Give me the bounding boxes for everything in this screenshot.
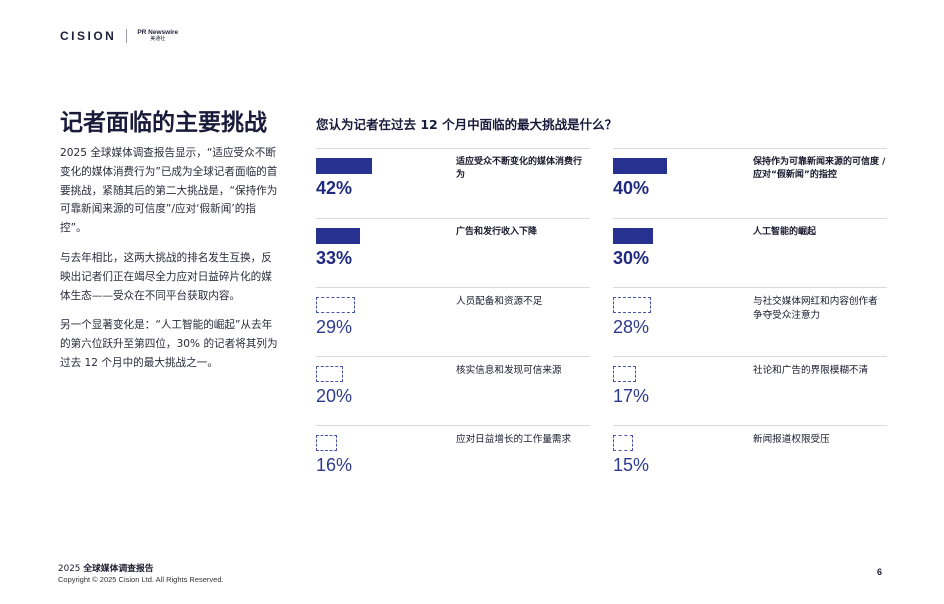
challenge-bar	[613, 366, 636, 382]
challenge-percent: 30%	[613, 248, 650, 268]
challenge-label: 保持作为可靠新闻来源的可信度 / 应对“假新闻”的指控	[753, 157, 886, 180]
challenge-percent: 33%	[316, 248, 353, 268]
challenge-bar	[316, 366, 343, 382]
page-number: 6	[876, 567, 882, 577]
challenge-item: 29% 人员配备和资源不足	[316, 287, 590, 357]
challenge-item: 40% 保持作为可靠新闻来源的可信度 / 应对“假新闻”的指控	[613, 148, 887, 218]
challenge-item: 28% 与社交媒体网红和内容创作者争夺受众注意力	[613, 287, 887, 357]
logo-divider	[126, 29, 128, 43]
challenge-item: 33% 广告和发行收入下降	[316, 218, 590, 288]
challenge-bar	[316, 297, 355, 313]
challenge-bar	[613, 435, 633, 451]
prnewswire-logo-en: PR Newswire	[137, 28, 179, 36]
challenge-percent: 42%	[316, 178, 353, 198]
page-title: 记者面临的主要挑战	[60, 110, 267, 136]
challenge-item: 30% 人工智能的崛起	[613, 218, 887, 288]
challenge-bar	[316, 228, 360, 244]
survey-question: 您认为记者在过去 12 个月中面临的最大挑战是什么？	[316, 117, 618, 132]
challenge-label: 与社交媒体网红和内容创作者争夺受众注意力	[753, 296, 878, 321]
challenge-label: 核实信息和发现可信来源	[456, 365, 562, 376]
challenge-bar	[613, 158, 667, 174]
challenge-label: 人工智能的崛起	[753, 227, 817, 237]
challenge-bar	[316, 435, 337, 451]
challenge-item: 42% 适应受众不断变化的媒体消费行为	[316, 148, 590, 218]
challenge-item: 16% 应对日益增长的工作量需求	[316, 425, 590, 495]
challenge-bar	[613, 228, 653, 244]
challenge-label: 应对日益增长的工作量需求	[456, 434, 572, 445]
challenge-percent: 40%	[613, 178, 650, 198]
intro-paragraph: 与去年相比，这两大挑战的排名发生互换，反映出记者们正在竭尽全力应对日益碎片化的媒…	[60, 251, 272, 302]
challenge-label: 新闻报道权限受压	[753, 434, 830, 445]
challenge-percent: 17%	[613, 386, 650, 406]
challenge-item: 17% 社论和广告的界限模糊不清	[613, 356, 887, 426]
challenge-label: 适应受众不断变化的媒体消费行为	[456, 157, 583, 180]
footer-report-title: 2025 全球媒体调查报告	[58, 561, 154, 574]
footer-report-name: 全球媒体调查报告	[83, 564, 154, 574]
cision-logo: CISION	[60, 29, 117, 43]
challenge-item: 15% 新闻报道权限受压	[613, 425, 887, 495]
header: CISION PR Newswire 美通社	[60, 26, 178, 46]
challenge-percent: 20%	[316, 386, 353, 406]
challenge-label: 社论和广告的界限模糊不清	[753, 365, 869, 376]
challenge-bar	[613, 297, 651, 313]
intro-paragraph: 2025 全球媒体调查报告显示，“适应受众不断变化的媒体消费行为”已成为全球记者…	[60, 147, 278, 235]
challenge-percent: 15%	[613, 455, 650, 475]
challenge-percent: 16%	[316, 455, 353, 475]
challenge-bar	[316, 158, 372, 174]
challenge-label: 广告和发行收入下降	[456, 227, 538, 237]
prnewswire-logo-cn: 美通社	[150, 36, 166, 43]
challenge-item: 20% 核实信息和发现可信来源	[316, 356, 590, 426]
footer-year: 2025	[58, 564, 81, 574]
intro-text: 2025 全球媒体调查报告显示，“适应受众不断变化的媒体消费行为”已成为全球记者…	[60, 144, 282, 384]
footer-copyright: Copyright © 2025 Cision Ltd. All Rights …	[58, 575, 224, 584]
prnewswire-logo: PR Newswire 美通社	[137, 28, 179, 43]
challenge-percent: 28%	[613, 317, 650, 337]
challenge-label: 人员配备和资源不足	[456, 296, 543, 307]
challenge-percent: 29%	[316, 317, 353, 337]
intro-paragraph: 另一个显著变化是：“人工智能的崛起”从去年的第六位跃升至第四位，30% 的记者将…	[60, 319, 278, 369]
